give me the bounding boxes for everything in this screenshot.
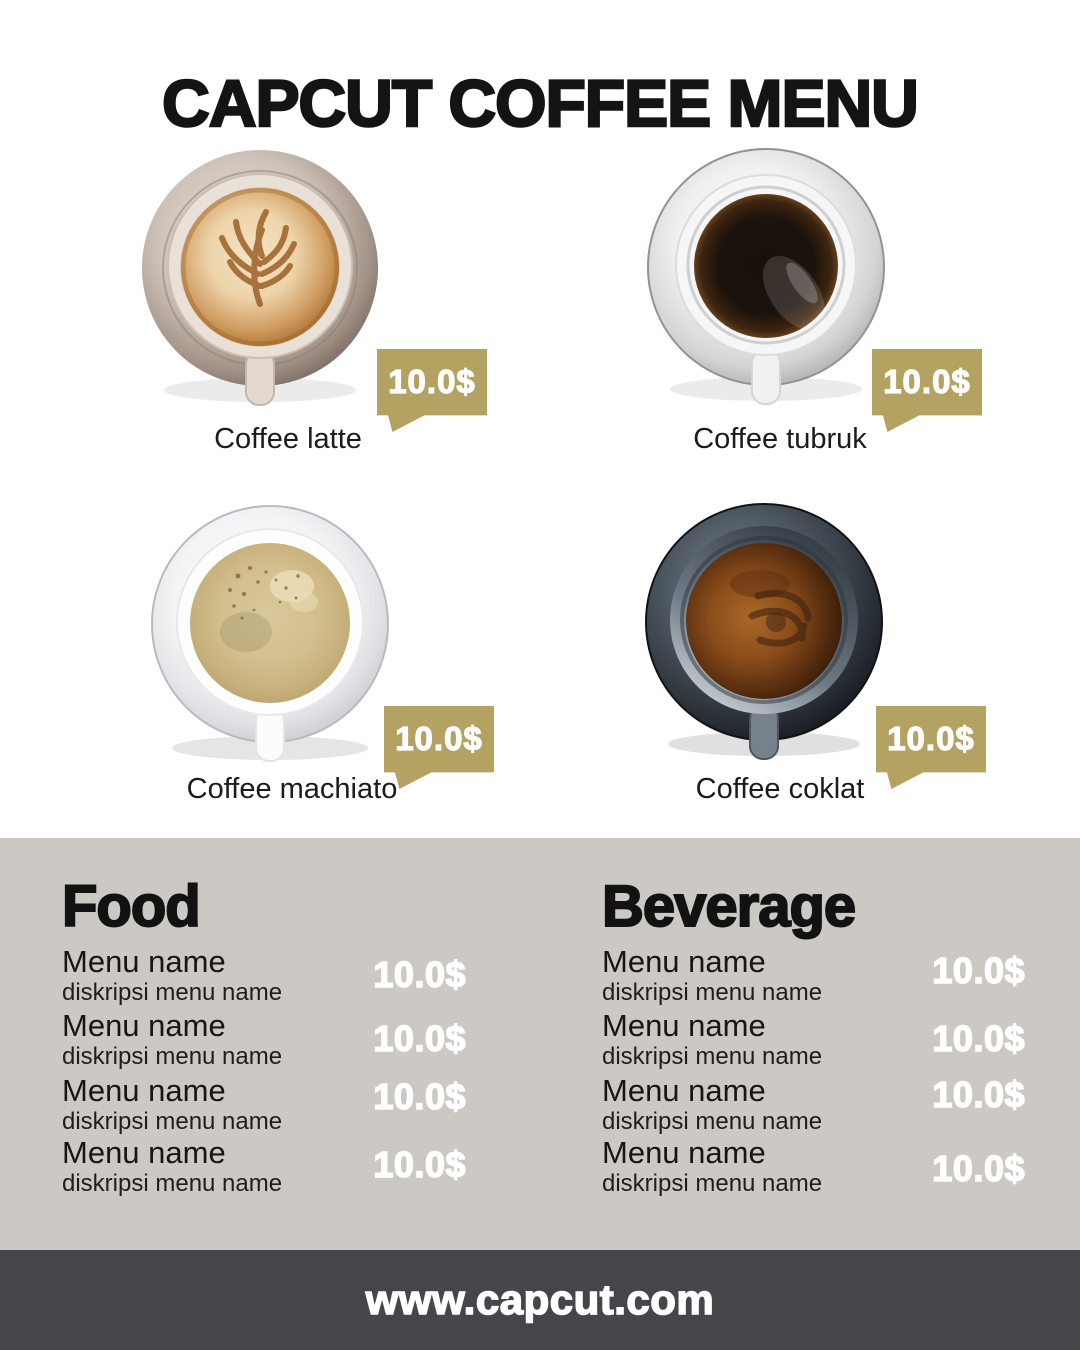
menu-item-name: Menu name	[602, 944, 766, 979]
menu-item-description: diskripsi menu name	[602, 1108, 823, 1135]
menu-item: Menu name diskripsi menu name	[62, 1075, 282, 1134]
menu-item-name: Menu name	[602, 1135, 766, 1170]
product-name: Coffee machiato	[186, 773, 398, 805]
price-value: 10.0$	[395, 719, 483, 757]
price-tag: 10.0$	[377, 349, 487, 432]
menu-item: Menu name diskripsi menu name	[62, 1010, 282, 1069]
page-title: CAPCUT COFFEE MENU	[161, 66, 920, 141]
menu-item-price: 10.0$	[373, 1017, 467, 1060]
menu-item-description: diskripsi menu name	[62, 1170, 283, 1197]
menu-item-description: diskripsi menu name	[62, 979, 283, 1006]
website-url: www.capcut.com	[365, 1275, 715, 1324]
menu-item-price: 10.0$	[932, 1017, 1026, 1060]
menu-item-description: diskripsi menu name	[62, 1043, 283, 1070]
menu-item-description: diskripsi menu name	[602, 979, 823, 1006]
menu-item-description: diskripsi menu name	[602, 1043, 823, 1070]
menu-item-description: diskripsi menu name	[602, 1170, 823, 1197]
menu-item: Menu name diskripsi menu name	[602, 1010, 822, 1069]
coffee-machiato-image	[151, 505, 389, 762]
price-value: 10.0$	[887, 719, 975, 757]
menu-item: Menu name diskripsi menu name	[602, 1137, 822, 1196]
menu-item-name: Menu name	[602, 1073, 766, 1108]
menu-item-name: Menu name	[602, 1008, 766, 1043]
section-heading-beverage: Beverage	[601, 874, 857, 939]
menu-item-name: Menu name	[62, 1073, 226, 1108]
coffee-tubruk-image	[647, 148, 885, 405]
price-value: 10.0$	[883, 362, 971, 400]
menu-item: Menu name diskripsi menu name	[602, 1075, 822, 1134]
price-value: 10.0$	[388, 362, 476, 400]
menu-item-price: 10.0$	[932, 1073, 1026, 1116]
menu-item-name: Menu name	[62, 1135, 226, 1170]
coffee-coklat-image	[645, 503, 883, 760]
section-heading-food: Food	[61, 874, 202, 939]
menu-item-price: 10.0$	[373, 1075, 467, 1118]
coffee-latte-image	[142, 150, 378, 406]
menu-section: Food Menu name diskripsi menu name 10.0$…	[0, 838, 1080, 1250]
menu-item-price: 10.0$	[373, 953, 467, 996]
menu-item: Menu name diskripsi menu name	[602, 946, 822, 1005]
menu-item: Menu name diskripsi menu name	[62, 946, 282, 1005]
product-name: Coffee latte	[214, 423, 362, 455]
product-name: Coffee coklat	[695, 773, 865, 805]
footer-bar: www.capcut.com	[0, 1250, 1080, 1350]
product-name: Coffee tubruk	[693, 423, 867, 455]
menu-item-price: 10.0$	[932, 949, 1026, 992]
menu-item-price: 10.0$	[932, 1147, 1026, 1190]
price-tag: 10.0$	[872, 349, 982, 432]
menu-item-price: 10.0$	[373, 1143, 467, 1186]
menu-item-name: Menu name	[62, 1008, 226, 1043]
menu-item-name: Menu name	[62, 944, 226, 979]
menu-item-description: diskripsi menu name	[62, 1108, 283, 1135]
menu-item: Menu name diskripsi menu name	[62, 1137, 282, 1196]
